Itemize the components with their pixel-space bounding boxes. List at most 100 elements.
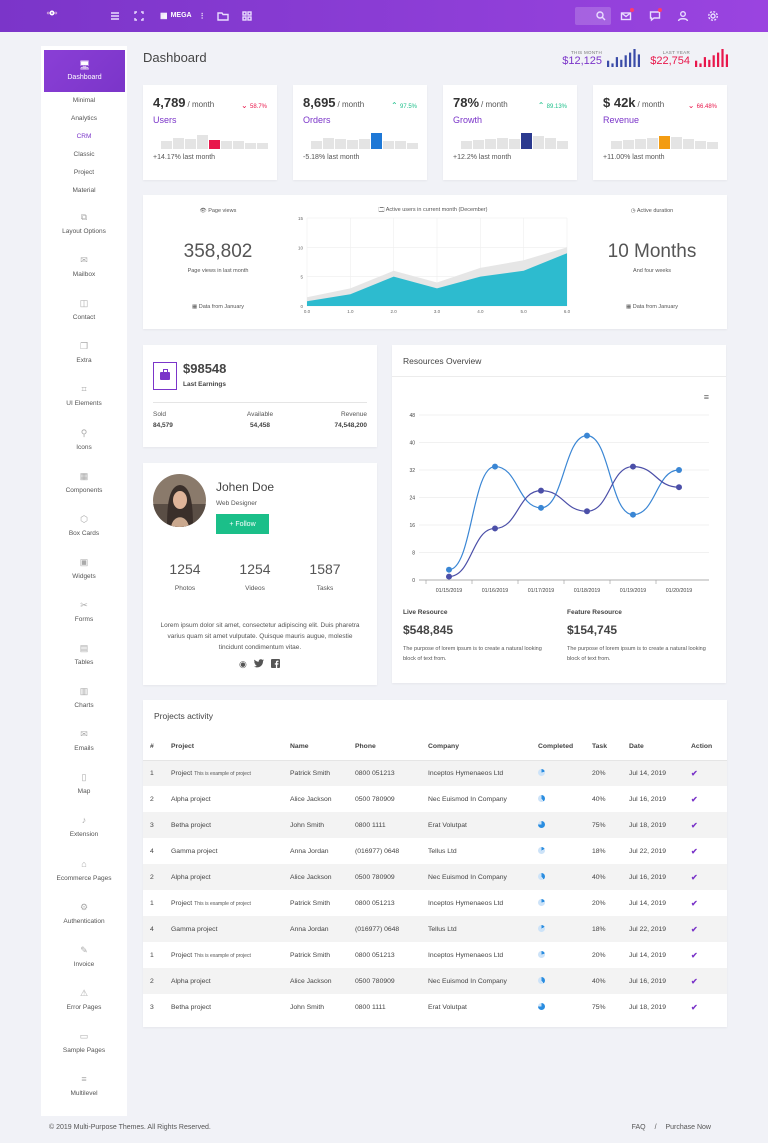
logo-icon[interactable]: D (46, 7, 58, 19)
sidebar-item-widgets[interactable]: ▣ Widgets (41, 557, 127, 580)
chart-menu-icon[interactable]: ≡ (703, 392, 709, 402)
stat-bar (509, 139, 520, 149)
sidebar-sub-crm[interactable]: CRM (76, 133, 92, 140)
phone: 0500 780909 (355, 795, 395, 803)
check-icon[interactable]: ✔ (691, 924, 698, 934)
check-icon[interactable]: ✔ (691, 768, 698, 778)
twitter-icon[interactable] (253, 659, 264, 670)
check-icon[interactable]: ✔ (691, 820, 698, 830)
sidebar-item-forms[interactable]: ✂ Forms (41, 600, 127, 623)
sidebar-item-sample-pages[interactable]: ▭ Sample Pages (41, 1031, 127, 1054)
sidebar-item-dashboard[interactable]: 🖥 Dashboard (44, 50, 125, 92)
stat-bars (311, 133, 418, 149)
column-header: Name (283, 734, 348, 761)
sidebar-item-ui-elements[interactable]: ⌗ UI Elements (41, 384, 127, 407)
sidebar-sub-analytics[interactable]: Analytics (70, 115, 97, 122)
facebook-icon[interactable] (270, 659, 280, 670)
purchase-link[interactable]: Purchase Now (665, 1124, 711, 1131)
table-row[interactable]: 1 Project This is example of project Patric… (143, 942, 727, 968)
table-row[interactable]: 2 Alpha project Alice Jackson 0500 780909 Ne… (143, 786, 727, 812)
folder-icon[interactable] (216, 9, 230, 23)
sidebar-sub-project[interactable]: Project (73, 169, 95, 176)
sidebar-item-charts[interactable]: ▥ Charts (41, 686, 127, 709)
expand-icon[interactable] (132, 9, 146, 23)
sidebar-item-box-cards[interactable]: ⬡ Box Cards (41, 514, 127, 537)
search-icon[interactable] (594, 9, 608, 23)
stat-percent-value: 58.7% (249, 104, 267, 110)
mega-menu-button[interactable]: ▦ MEGA ⋮ (160, 11, 206, 20)
check-icon[interactable]: ✔ (691, 846, 698, 856)
sidebar-item-layout-options[interactable]: ⧉ Layout Options (41, 212, 127, 235)
sidebar-item-multilevel[interactable]: ≡ Multilevel (41, 1074, 127, 1097)
sidebar-sub-classic[interactable]: Classic (73, 151, 95, 158)
stat-bar (245, 142, 256, 149)
check-icon[interactable]: ✔ (691, 976, 698, 986)
profile-stat-value: 1587 (309, 561, 341, 577)
basket-icon: ⌂ (81, 858, 87, 869)
chat-icon[interactable] (648, 9, 662, 23)
sidebar-item-label: Error Pages (66, 1003, 102, 1011)
sidebar-item-error-pages[interactable]: ⚠ Error Pages (41, 988, 127, 1011)
data-point (492, 525, 498, 532)
x-tick-label: 5.0 (521, 309, 528, 314)
stat-unit: / month (637, 100, 665, 109)
action-cell: ✔ (684, 916, 727, 942)
table-row[interactable]: 3 Betha project John Smith 0800 1111 Erat Vo… (143, 812, 727, 838)
gear-icon[interactable] (706, 9, 720, 23)
globe-icon[interactable]: ◉ (239, 659, 247, 669)
table-row[interactable]: 1 Project This is example of project Patric… (143, 890, 727, 916)
sidebar-item-contact[interactable]: ◫ Contact (41, 298, 127, 321)
table-row[interactable]: 3 Betha project John Smith 0800 1111 Erat Vo… (143, 994, 727, 1020)
table-row[interactable]: 2 Alpha project Alice Jackson 0500 780909 Ne… (143, 968, 727, 994)
sidebar-item-invoice[interactable]: ✎ Invoice (41, 945, 127, 968)
sidebar-item-extra[interactable]: ❐ Extra (41, 341, 127, 364)
stat-bar (323, 137, 334, 149)
stat-number: 8,695 (303, 95, 336, 110)
stat-bar (521, 133, 532, 149)
check-icon[interactable]: ✔ (691, 872, 698, 882)
sidebar-item-mailbox[interactable]: ✉ Mailbox (41, 255, 127, 278)
table-row[interactable]: 2 Alpha project Alice Jackson 0500 780909 Ne… (143, 864, 727, 890)
table-row[interactable]: 1 Project This is example of project Patric… (143, 760, 727, 786)
chart-icon: ▥ (79, 686, 89, 697)
sidebar-item-emails[interactable]: ✉ Emails (41, 729, 127, 752)
person-name: Patrick Smith (290, 951, 331, 959)
faq-link[interactable]: FAQ (631, 1124, 646, 1131)
project-description: This is example of project (194, 952, 251, 959)
follow-button[interactable]: + Follow (216, 514, 269, 534)
mail-icon[interactable] (619, 9, 633, 23)
sidebar-item-icons[interactable]: ⚲ Icons (41, 428, 127, 451)
profile-stat-label: Photos (174, 585, 196, 592)
action-cell: ✔ (684, 968, 727, 994)
y-tick-label: 48 (409, 413, 415, 419)
laptop-icon: ▭ (79, 1030, 89, 1041)
menu-icon[interactable] (108, 9, 122, 23)
sidebar-item-tables[interactable]: ▤ Tables (41, 643, 127, 666)
data-point (676, 467, 682, 473)
table-row[interactable]: 4 Gamma project Anna Jordan (016977) 0648 Te… (143, 916, 727, 942)
check-icon[interactable]: ✔ (691, 1002, 698, 1012)
table-row[interactable]: 4 Gamma project Anna Jordan (016977) 0648 Te… (143, 838, 727, 864)
profile-card: Johen Doe Web Designer + Follow Lorem ip… (143, 463, 377, 685)
search-input[interactable] (575, 7, 611, 25)
action-cell: ✔ (684, 786, 727, 812)
sidebar-sub-material[interactable]: Material (72, 187, 96, 194)
x-tick-label: 01/17/2019 (528, 588, 555, 594)
apps-icon[interactable] (240, 9, 254, 23)
sidebar-item-authentication[interactable]: ⚙ Authentication (41, 902, 127, 925)
sidebar-sub-minimal[interactable]: Minimal (72, 97, 96, 104)
sidebar-item-components[interactable]: ▦ Components (41, 471, 127, 494)
check-icon[interactable]: ✔ (691, 950, 698, 960)
user-icon[interactable] (676, 9, 690, 23)
project-cell: Alpha project (164, 968, 283, 994)
arrow-up-icon: ⌃ (537, 101, 547, 110)
last-year-stat: LAST YEAR $22,754 (648, 50, 690, 67)
check-icon[interactable]: ✔ (691, 898, 698, 908)
profile-stat-label: Tasks (316, 585, 334, 592)
sidebar-item-map[interactable]: ▯ Map (41, 772, 127, 795)
sidebar-item-extension[interactable]: ♪ Extension (41, 815, 127, 838)
sidebar-item-ecommerce-pages[interactable]: ⌂ Ecommerce Pages (41, 859, 127, 882)
company: Inceptos Hymenaeos Ltd (428, 899, 504, 907)
copy-icon: ❐ (79, 341, 89, 352)
check-icon[interactable]: ✔ (691, 794, 698, 804)
